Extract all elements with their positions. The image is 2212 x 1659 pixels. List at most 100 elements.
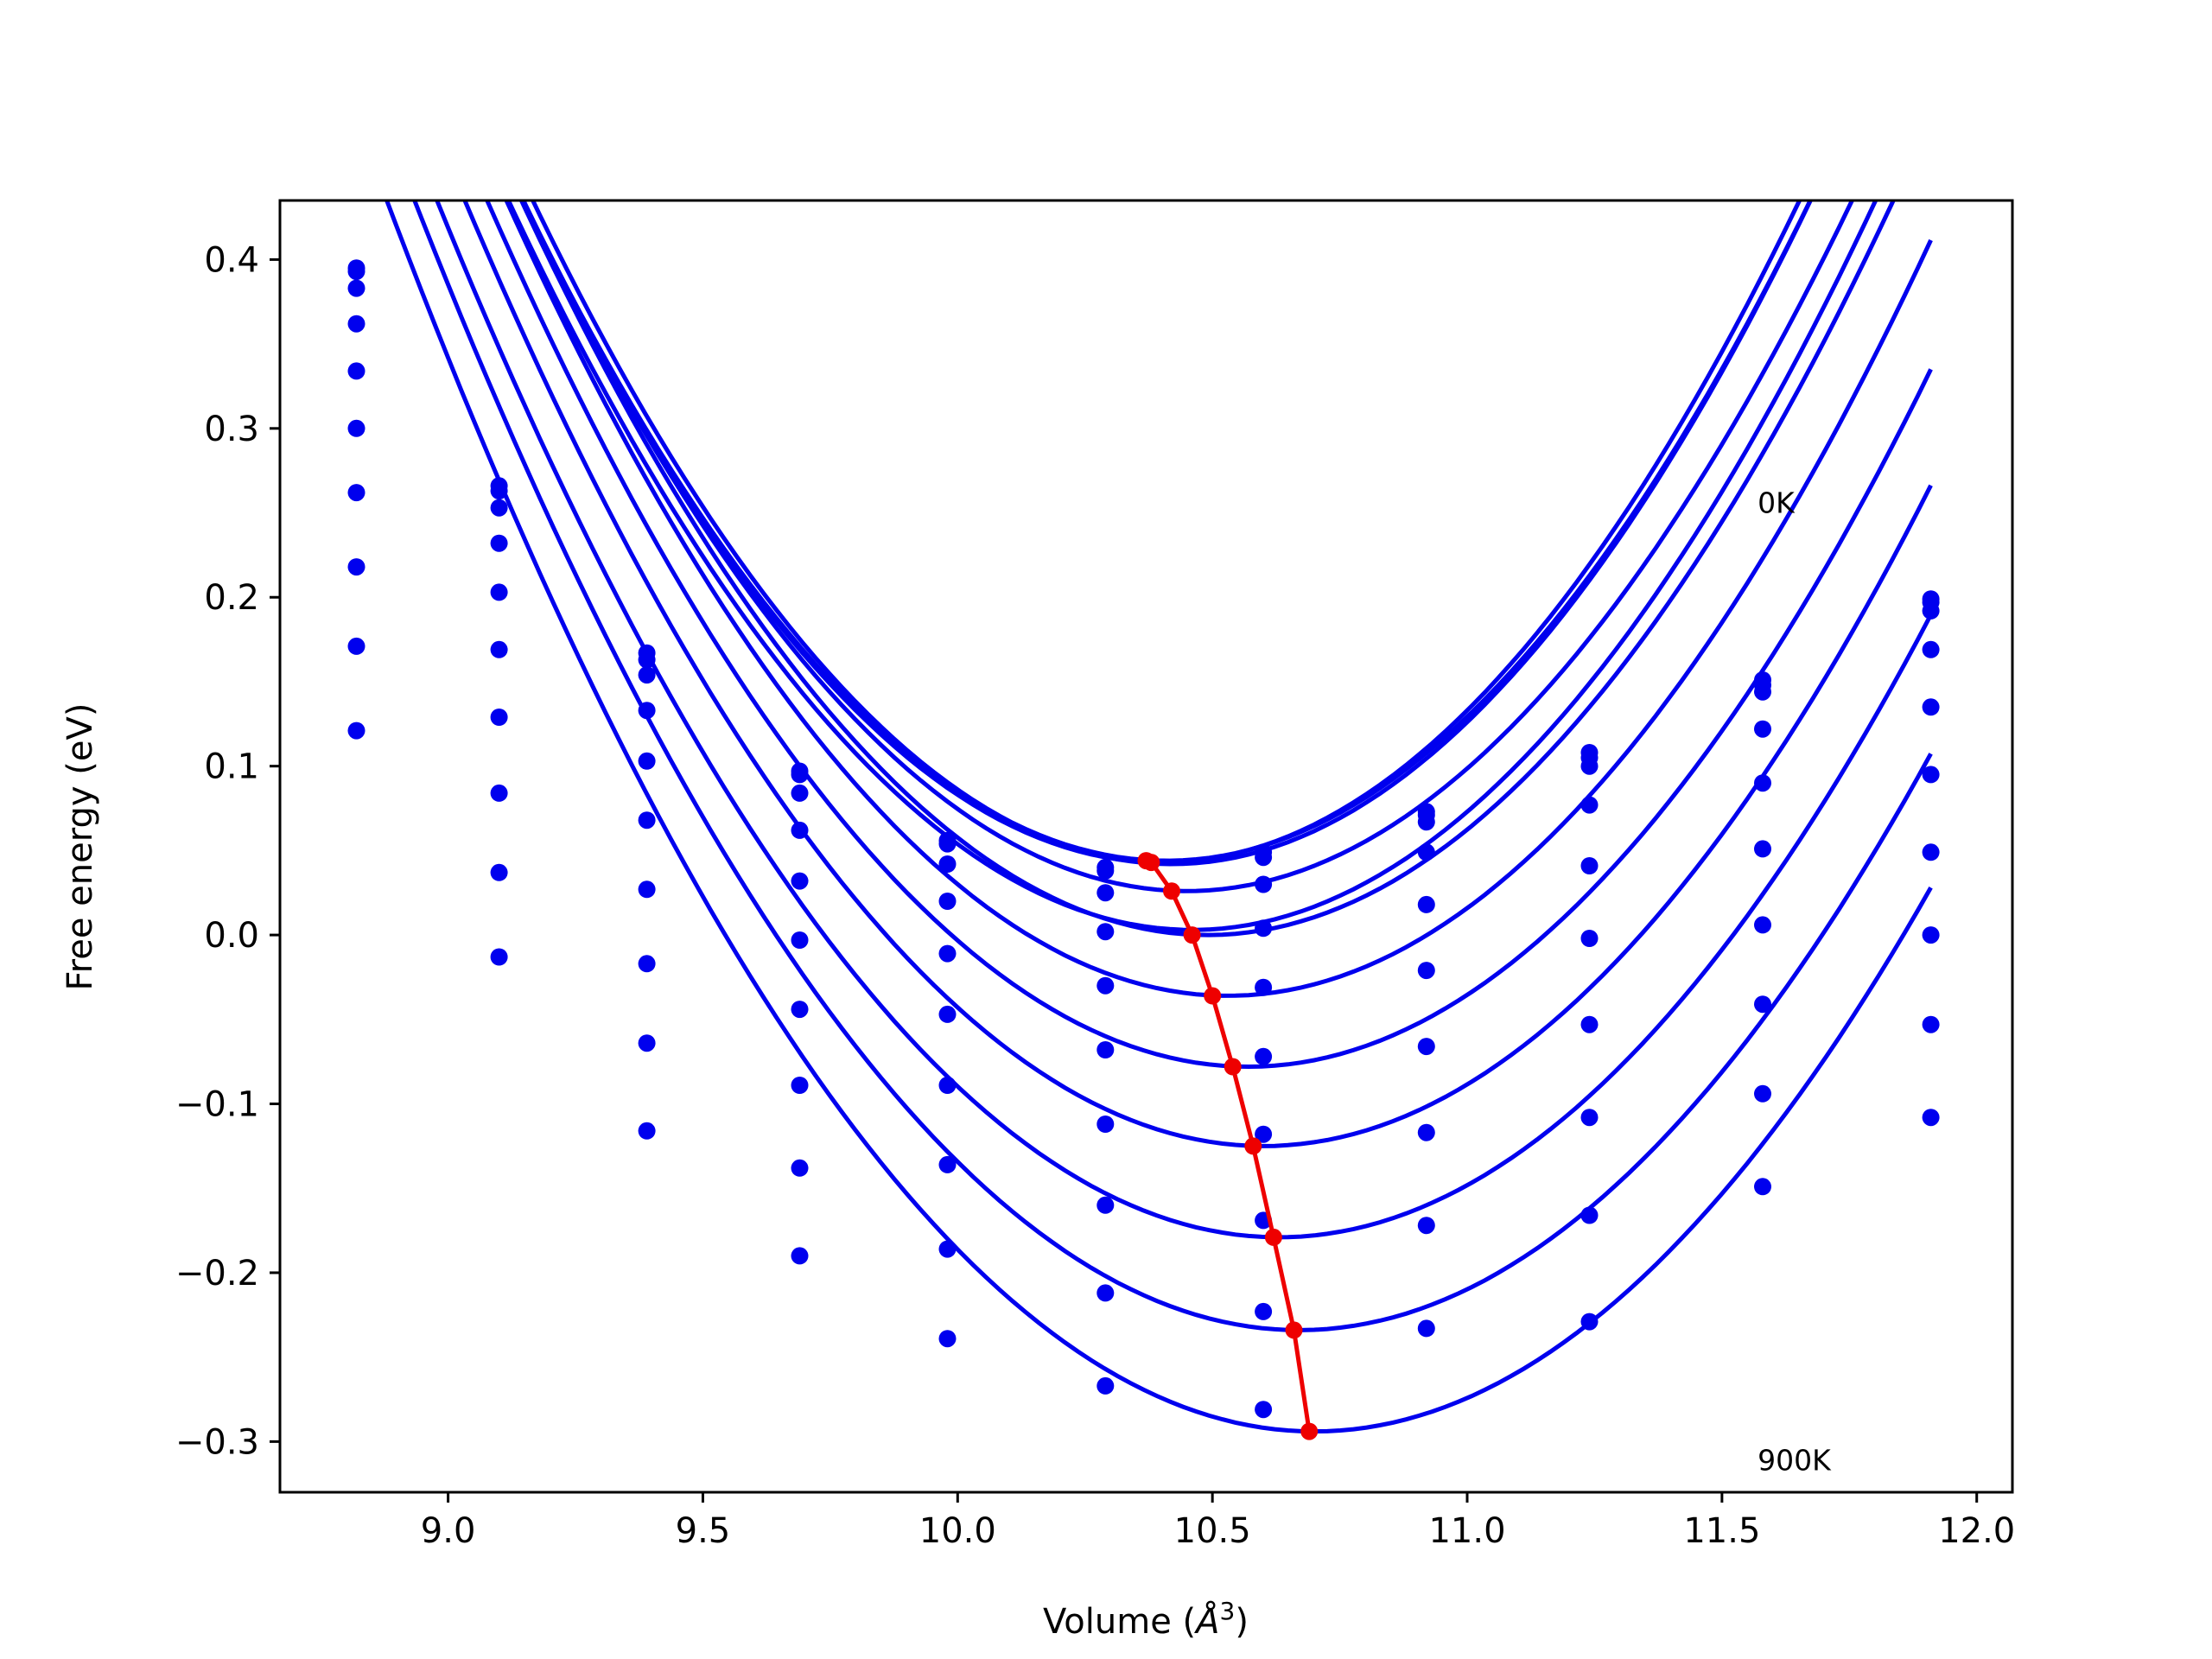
data-point-200K <box>638 666 656 684</box>
data-point-900K <box>1922 1109 1940 1127</box>
data-point-900K <box>347 721 365 740</box>
data-point-700K <box>490 784 508 802</box>
x-tick-label: 11.0 <box>1428 1511 1505 1551</box>
data-point-700K <box>791 1077 809 1094</box>
data-point-400K <box>347 362 365 380</box>
fit-curve-900K <box>384 200 1933 1434</box>
data-point-400K <box>1922 698 1940 716</box>
data-point-700K <box>938 1155 957 1173</box>
data-point-300K <box>490 534 508 552</box>
data-point-800K <box>1580 1206 1599 1224</box>
data-point-500K <box>1754 840 1771 858</box>
data-point-800K <box>1096 1284 1115 1302</box>
data-point-700K <box>1417 1123 1435 1141</box>
data-point-400K <box>1754 774 1771 792</box>
y-tick-label: 0.1 <box>204 747 259 787</box>
data-point-900K <box>1580 1313 1599 1331</box>
data-point-600K <box>1255 1125 1273 1143</box>
data-point-900K <box>490 948 508 966</box>
data-point-600K <box>347 484 365 502</box>
y-axis-ticks: −0.3 −0.2 −0.1 0.0 0.1 0.2 0.3 0.4 <box>175 240 280 1462</box>
data-point-900K <box>1255 1401 1273 1419</box>
data-point-400K <box>1255 978 1273 996</box>
data-point-400K <box>490 583 508 601</box>
annotation-0K: 0K <box>1758 486 1796 520</box>
plot-frame <box>278 199 2014 1494</box>
data-point-600K <box>1754 916 1771 934</box>
x-axis-title: Volume (Å3) <box>1043 1597 1249 1643</box>
data-point-200K <box>1255 875 1273 893</box>
data-point-300K <box>347 315 365 333</box>
data-point-600K <box>1580 1015 1599 1033</box>
data-point-300K <box>638 702 656 720</box>
data-point-800K <box>1922 1015 1940 1033</box>
data-point-500K <box>1922 766 1940 784</box>
minimum-point-400K <box>1204 987 1222 1005</box>
data-point-500K <box>1417 962 1435 980</box>
y-tick-label: −0.1 <box>175 1085 259 1125</box>
data-point-600K <box>1417 1038 1435 1056</box>
data-point-700K <box>1580 1109 1599 1127</box>
data-point-300K <box>1754 720 1771 738</box>
data-point-100K <box>638 651 656 669</box>
x-axis-title-unit: Å <box>1193 1600 1219 1642</box>
data-point-100K <box>1096 861 1115 880</box>
data-point-600K <box>638 880 656 899</box>
data-point-800K <box>1754 1084 1771 1103</box>
data-point-500K <box>638 811 656 830</box>
data-point-100K <box>1255 849 1273 867</box>
data-point-600K <box>490 709 508 726</box>
data-point-500K <box>938 1005 957 1023</box>
minimum-point-200K <box>1163 882 1180 900</box>
data-point-300K <box>1922 640 1940 658</box>
data-point-800K <box>347 637 365 655</box>
data-point-500K <box>490 640 508 658</box>
y-tick-label: −0.3 <box>175 1422 259 1462</box>
data-point-200K <box>1754 683 1771 701</box>
data-point-300K <box>791 821 809 839</box>
data-point-200K <box>490 499 508 517</box>
data-point-700K <box>1096 1196 1115 1214</box>
data-point-100K <box>347 263 365 281</box>
x-tick-label: 11.5 <box>1683 1511 1760 1551</box>
minimum-point-900K <box>1300 1422 1319 1440</box>
data-point-700K <box>1754 995 1771 1014</box>
data-point-400K <box>1096 976 1115 995</box>
annotation-900K: 900K <box>1758 1444 1832 1478</box>
y-tick-label: 0.2 <box>204 578 259 618</box>
annotations: 0K 900K <box>1758 486 1832 1478</box>
data-point-400K <box>1417 895 1435 913</box>
data-point-700K <box>347 558 365 576</box>
x-tick-label: 10.5 <box>1174 1511 1251 1551</box>
data-point-200K <box>1096 884 1115 902</box>
data-point-300K <box>938 893 957 910</box>
data-point-700K <box>638 955 656 973</box>
data-points <box>347 259 1940 1419</box>
minimum-point-300K <box>1183 926 1201 944</box>
data-point-900K <box>638 1122 656 1140</box>
data-point-800K <box>791 1159 809 1177</box>
data-point-900K <box>791 1247 809 1265</box>
data-point-100K <box>490 482 508 500</box>
x-tick-label: 9.0 <box>421 1511 476 1551</box>
x-axis-title-prefix: Volume ( <box>1043 1602 1196 1642</box>
data-point-500K <box>791 931 809 949</box>
data-point-300K <box>1580 796 1599 814</box>
fit-curve-800K <box>412 200 1933 1332</box>
data-point-600K <box>1922 843 1940 861</box>
data-point-400K <box>938 944 957 963</box>
x-tick-label: 9.5 <box>676 1511 731 1551</box>
data-point-200K <box>1580 757 1599 775</box>
fit-curve-700K <box>435 200 1933 1240</box>
data-point-500K <box>1580 930 1599 947</box>
y-axis-title: Free energy (eV) <box>60 703 100 991</box>
data-point-400K <box>638 752 656 770</box>
data-point-500K <box>1096 1041 1115 1058</box>
data-point-800K <box>938 1240 957 1258</box>
fit-curve-200K <box>519 200 1855 893</box>
x-axis-title-superscript: 3 <box>1220 1597 1236 1625</box>
data-point-300K <box>1417 843 1435 861</box>
data-point-800K <box>1417 1217 1435 1235</box>
x-tick-label: 10.0 <box>919 1511 996 1551</box>
minimum-point-500K <box>1224 1058 1242 1076</box>
